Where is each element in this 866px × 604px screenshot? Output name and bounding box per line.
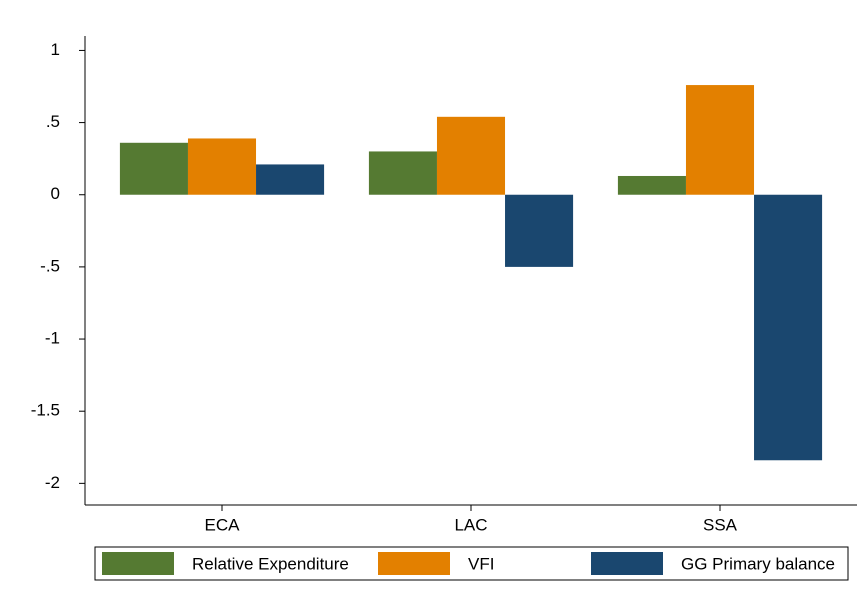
legend-label: GG Primary balance bbox=[681, 554, 835, 573]
bar bbox=[617, 175, 686, 195]
legend-swatch bbox=[102, 552, 174, 575]
y-tick-label: -1 bbox=[45, 329, 60, 348]
bar bbox=[187, 138, 257, 195]
bar bbox=[754, 194, 823, 461]
x-tick-label: LAC bbox=[454, 515, 487, 534]
bar bbox=[368, 151, 437, 195]
y-tick-label: .5 bbox=[46, 112, 60, 131]
legend-label: Relative Expenditure bbox=[192, 554, 349, 573]
bar bbox=[256, 164, 325, 195]
x-tick-label: ECA bbox=[205, 515, 241, 534]
y-tick-label: -2 bbox=[45, 473, 60, 492]
legend-label: VFI bbox=[468, 554, 494, 573]
bar bbox=[119, 142, 188, 195]
legend-swatch bbox=[591, 552, 663, 575]
y-tick-label: -1.5 bbox=[31, 401, 60, 420]
bar bbox=[436, 116, 506, 195]
legend-box bbox=[94, 546, 849, 581]
bar bbox=[685, 85, 755, 195]
bar bbox=[505, 194, 574, 267]
y-tick-label: 1 bbox=[51, 40, 60, 59]
legend-swatch bbox=[378, 552, 450, 575]
y-tick-label: -.5 bbox=[40, 256, 60, 275]
x-tick-label: SSA bbox=[703, 515, 738, 534]
y-tick-label: 0 bbox=[51, 184, 60, 203]
